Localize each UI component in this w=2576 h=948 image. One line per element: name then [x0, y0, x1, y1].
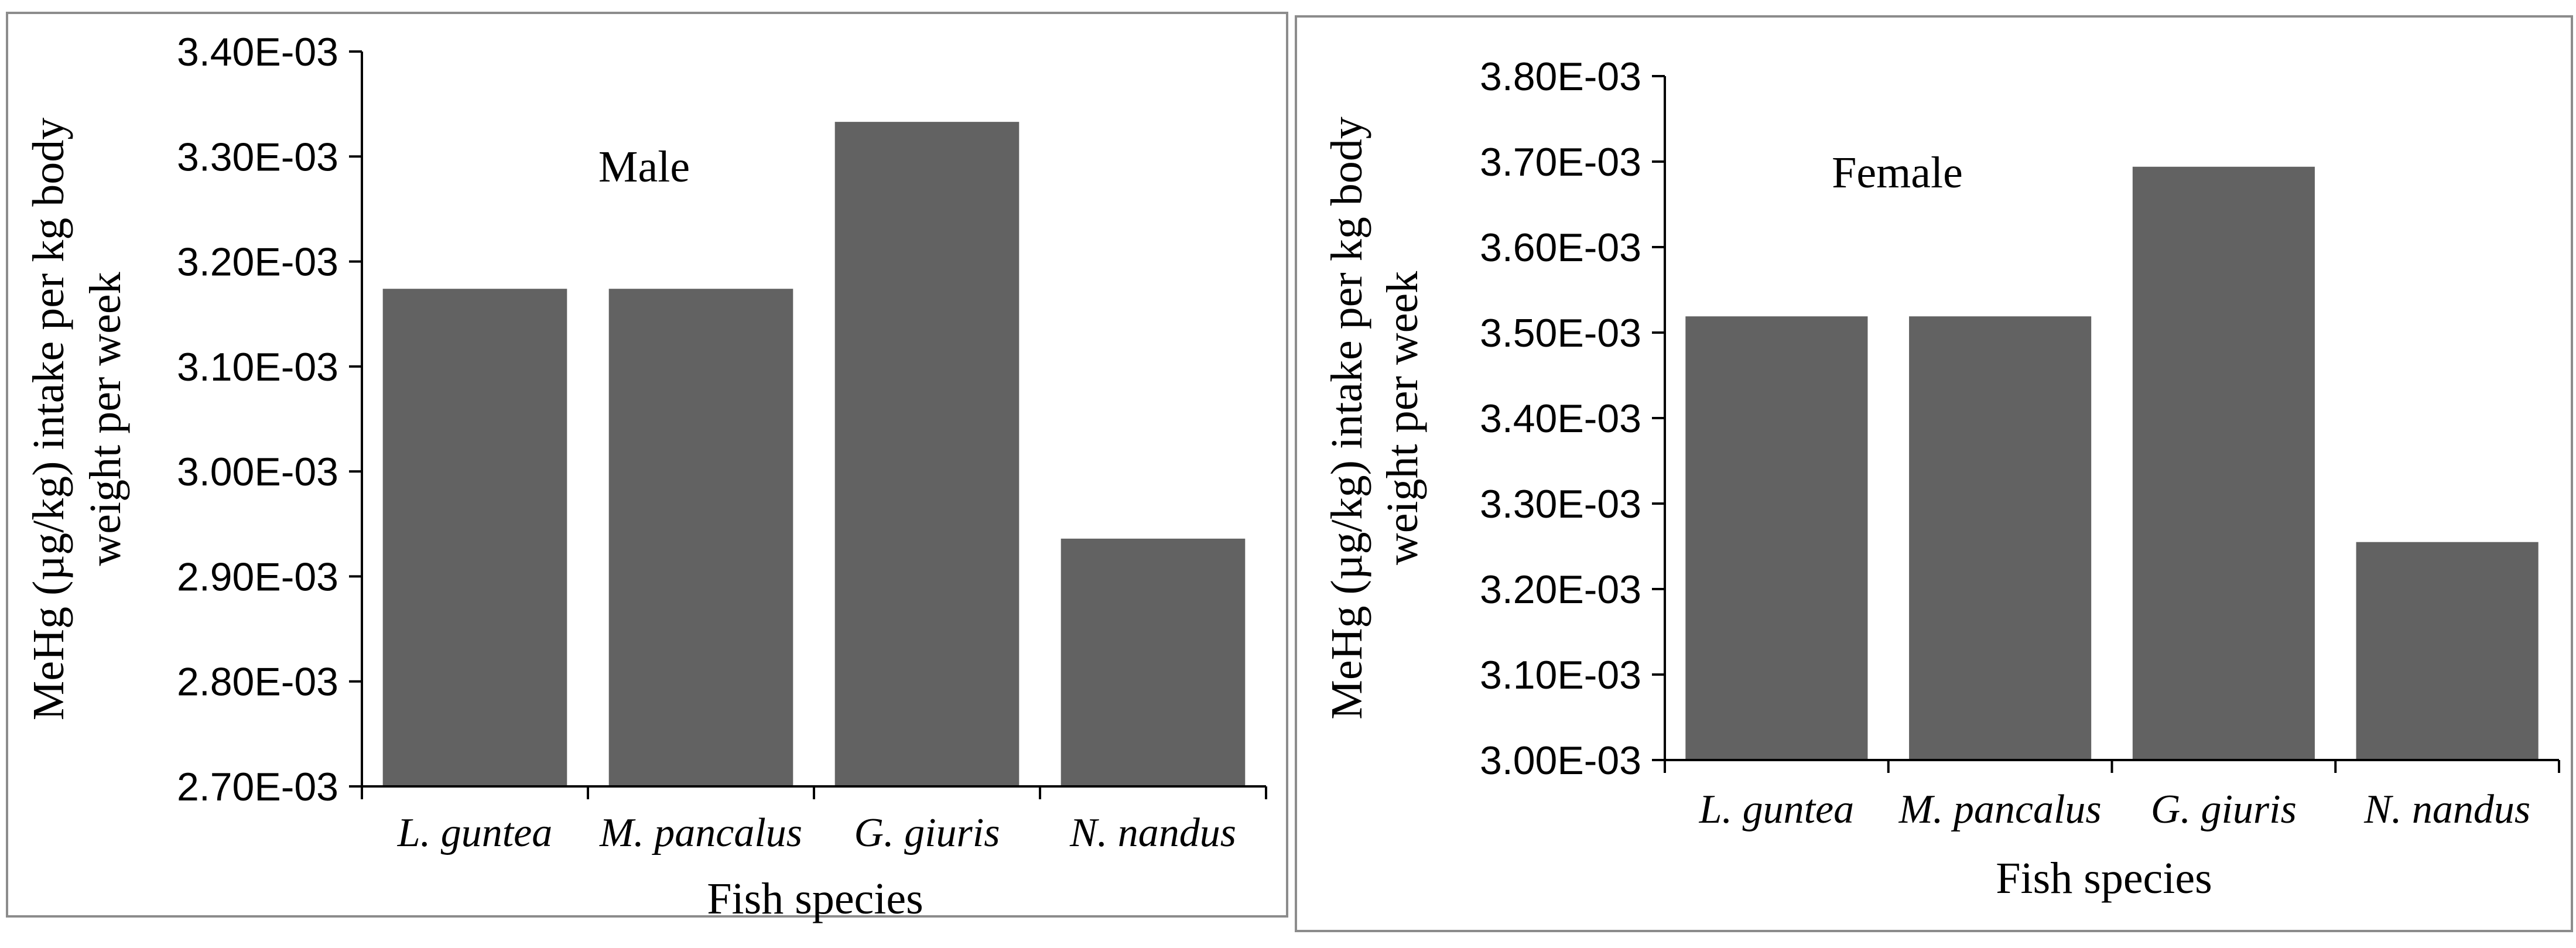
female-chart: 3.00E-03 3.10E-03 3.20E-03 3.30E-03 3.40E-03…: [1295, 15, 2573, 932]
bar-2: [1909, 316, 2092, 760]
y-tick-label-7: 3.60E-03: [1480, 225, 1641, 270]
category-label-2: M. pancalus: [1898, 787, 2102, 832]
category-label-2: M. pancalus: [599, 810, 802, 855]
y-tick-label-1: 3.00E-03: [1480, 738, 1641, 783]
bar-1: [1685, 316, 1868, 760]
y-tick-label-2: 2.80E-03: [177, 660, 338, 704]
chart-title: Male: [598, 142, 690, 191]
y-tick-label-4: 3.00E-03: [177, 450, 338, 494]
category-label-1: L. guntea: [397, 810, 552, 855]
y-tick-label-6: 3.50E-03: [1480, 311, 1641, 355]
y-tick-label-1: 2.70E-03: [177, 765, 338, 809]
y-axis-title-line-2: weight per week: [81, 272, 130, 566]
category-label-3: G. giuris: [854, 810, 1000, 855]
panel-frame: [6, 12, 1288, 918]
panel-frame: [1295, 15, 2573, 932]
bar-4: [2356, 542, 2539, 760]
y-axis-title-line-1: MeHg (µg/kg) intake per kg body: [24, 118, 73, 720]
y-tick-label-9: 3.80E-03: [1480, 54, 1641, 99]
bar-4: [1060, 538, 1246, 786]
y-axis-title-line-1: MeHg (µg/kg) intake per kg body: [1322, 117, 1371, 719]
category-label-4: N. nandus: [2363, 787, 2530, 832]
category-label-1: L. guntea: [1699, 787, 1854, 832]
y-tick-label-5: 3.10E-03: [177, 345, 338, 389]
male-chart: 2.70E-03 2.80E-03 2.90E-03 3.00E-03 3.10E-03…: [6, 12, 1288, 923]
y-tick-label-8: 3.70E-03: [1480, 140, 1641, 184]
y-tick-label-8: 3.40E-03: [177, 30, 338, 74]
category-label-4: N. nandus: [1069, 810, 1236, 855]
y-tick-label-3: 3.20E-03: [1480, 567, 1641, 612]
category-label-3: G. giuris: [2151, 787, 2297, 832]
bar-3: [2132, 166, 2315, 760]
bar-2: [608, 289, 793, 787]
y-tick-label-3: 2.90E-03: [177, 555, 338, 599]
y-tick-label-2: 3.10E-03: [1480, 653, 1641, 697]
x-axis-title: Fish species: [707, 874, 923, 923]
y-tick-label-7: 3.30E-03: [177, 135, 338, 179]
y-tick-label-4: 3.30E-03: [1480, 482, 1641, 526]
y-tick-label-5: 3.40E-03: [1480, 396, 1641, 441]
y-tick-label-6: 3.20E-03: [177, 240, 338, 285]
bar-1: [382, 289, 567, 787]
y-axis-title-line-2: weight per week: [1378, 271, 1427, 565]
chart-title: Female: [1832, 148, 1963, 197]
bar-3: [834, 122, 1020, 786]
x-axis-title: Fish species: [1996, 854, 2212, 903]
